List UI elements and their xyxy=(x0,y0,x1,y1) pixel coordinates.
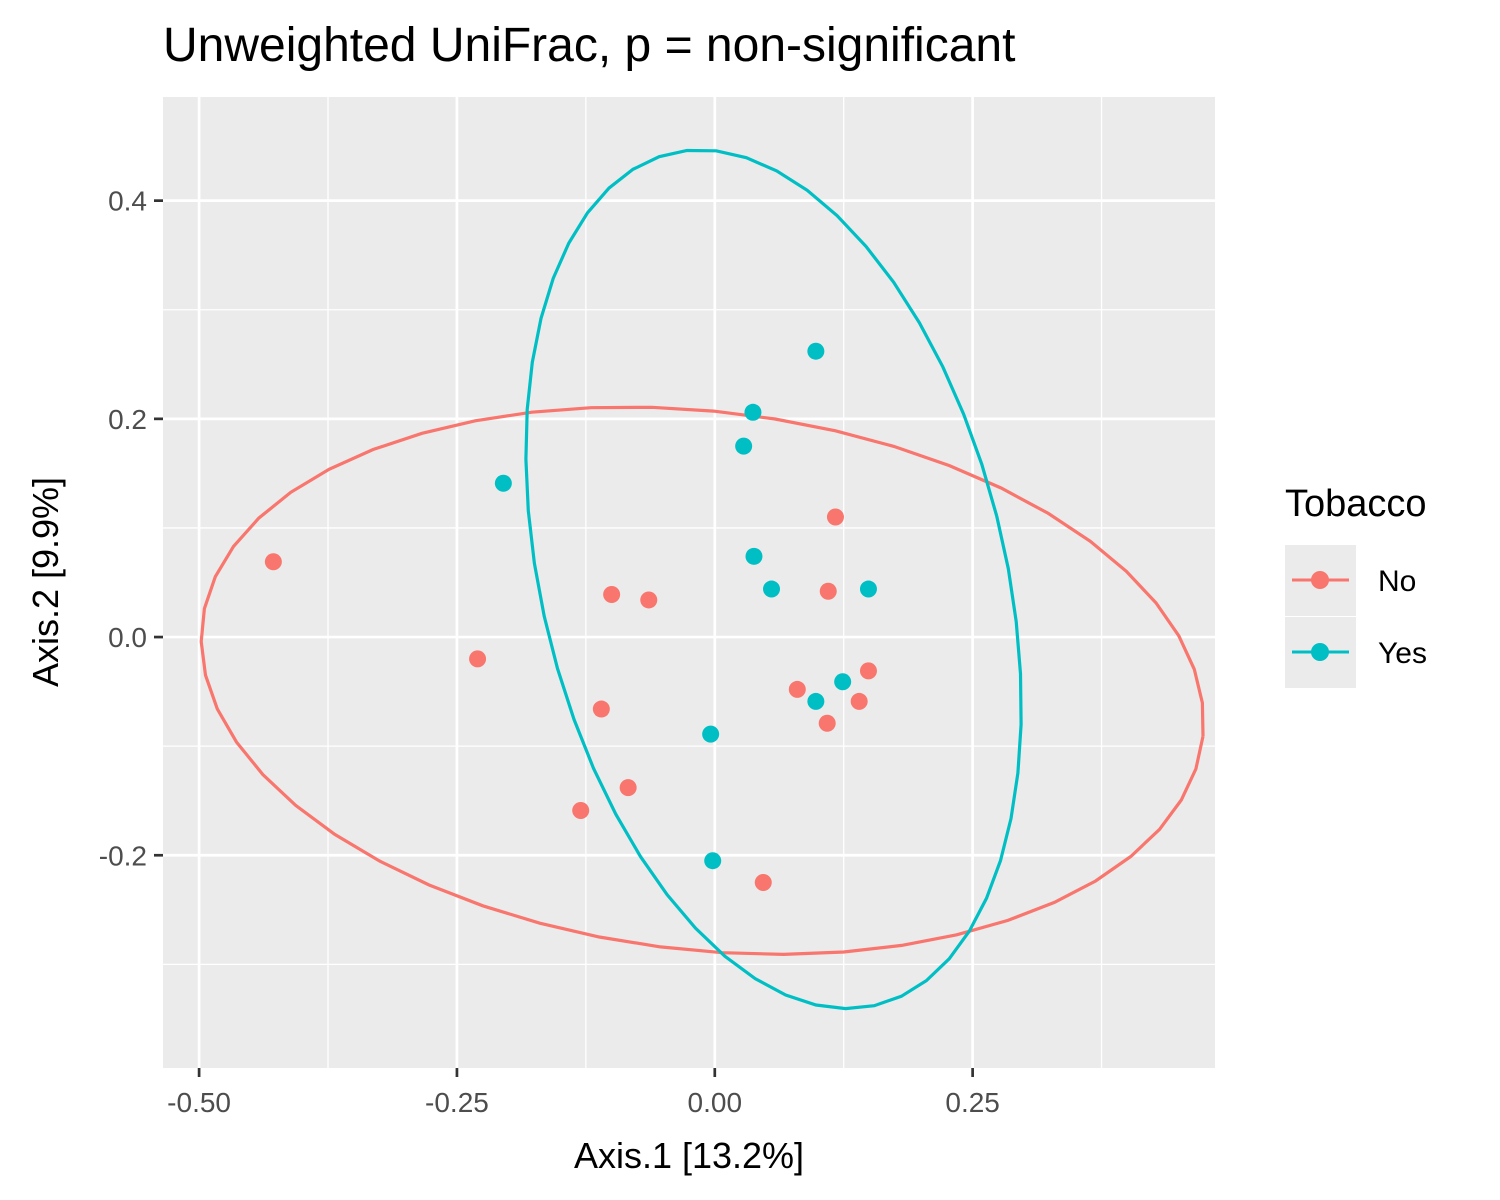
y-tick-label: 0.0 xyxy=(108,622,147,653)
data-point-no xyxy=(619,779,637,797)
data-point-yes xyxy=(859,580,877,598)
data-point-no xyxy=(640,591,658,609)
data-point-yes xyxy=(745,547,763,565)
data-point-no xyxy=(818,714,836,732)
data-point-yes xyxy=(807,692,825,710)
x-axis: -0.50 -0.25 0.00 0.25 xyxy=(167,1068,1000,1118)
confidence-ellipses xyxy=(199,148,1205,1011)
major-gridlines xyxy=(163,97,1215,1068)
data-point-no xyxy=(788,680,806,698)
x-axis-title: Axis.1 [13.2%] xyxy=(574,1135,804,1176)
data-point-no xyxy=(826,508,844,526)
plot-panel xyxy=(163,97,1215,1068)
legend-key-point-yes xyxy=(1311,643,1329,661)
data-point-no xyxy=(859,662,877,680)
legend-label-no: No xyxy=(1378,565,1416,598)
minor-gridlines xyxy=(163,97,1215,1068)
chart-title: Unweighted UniFrac, p = non-significant xyxy=(163,19,1016,72)
data-points xyxy=(264,342,877,892)
y-axis: -0.2 0.0 0.2 0.4 xyxy=(99,186,163,871)
data-point-yes xyxy=(704,852,722,870)
x-tick-label: 0.00 xyxy=(688,1087,743,1118)
x-tick-label: -0.50 xyxy=(167,1087,231,1118)
data-point-no xyxy=(469,650,487,668)
legend: Tobacco No Yes xyxy=(1285,483,1427,688)
x-tick-label: 0.25 xyxy=(945,1087,1000,1118)
legend-title: Tobacco xyxy=(1285,483,1427,525)
ellipse-no xyxy=(199,405,1205,957)
y-tick-label: 0.2 xyxy=(108,404,147,435)
data-point-no xyxy=(592,700,610,718)
data-point-yes xyxy=(735,437,753,455)
y-axis-title: Axis.2 [9.9%] xyxy=(25,477,66,687)
y-tick-label: -0.2 xyxy=(99,840,147,871)
legend-key-point-no xyxy=(1311,571,1329,589)
data-point-no xyxy=(603,586,621,604)
x-tick-label: -0.25 xyxy=(425,1087,489,1118)
data-point-yes xyxy=(763,580,781,598)
data-point-no xyxy=(754,874,772,892)
data-point-yes xyxy=(702,725,720,743)
legend-label-yes: Yes xyxy=(1378,637,1427,670)
ellipse-yes xyxy=(524,148,1023,1011)
y-tick-label: 0.4 xyxy=(108,186,147,217)
data-point-yes xyxy=(807,342,825,360)
data-point-yes xyxy=(494,474,512,492)
data-point-no xyxy=(850,692,868,710)
data-point-yes xyxy=(834,673,852,691)
data-point-no xyxy=(819,582,837,600)
data-point-no xyxy=(572,802,590,820)
data-point-yes xyxy=(744,403,762,421)
data-point-no xyxy=(264,553,282,571)
